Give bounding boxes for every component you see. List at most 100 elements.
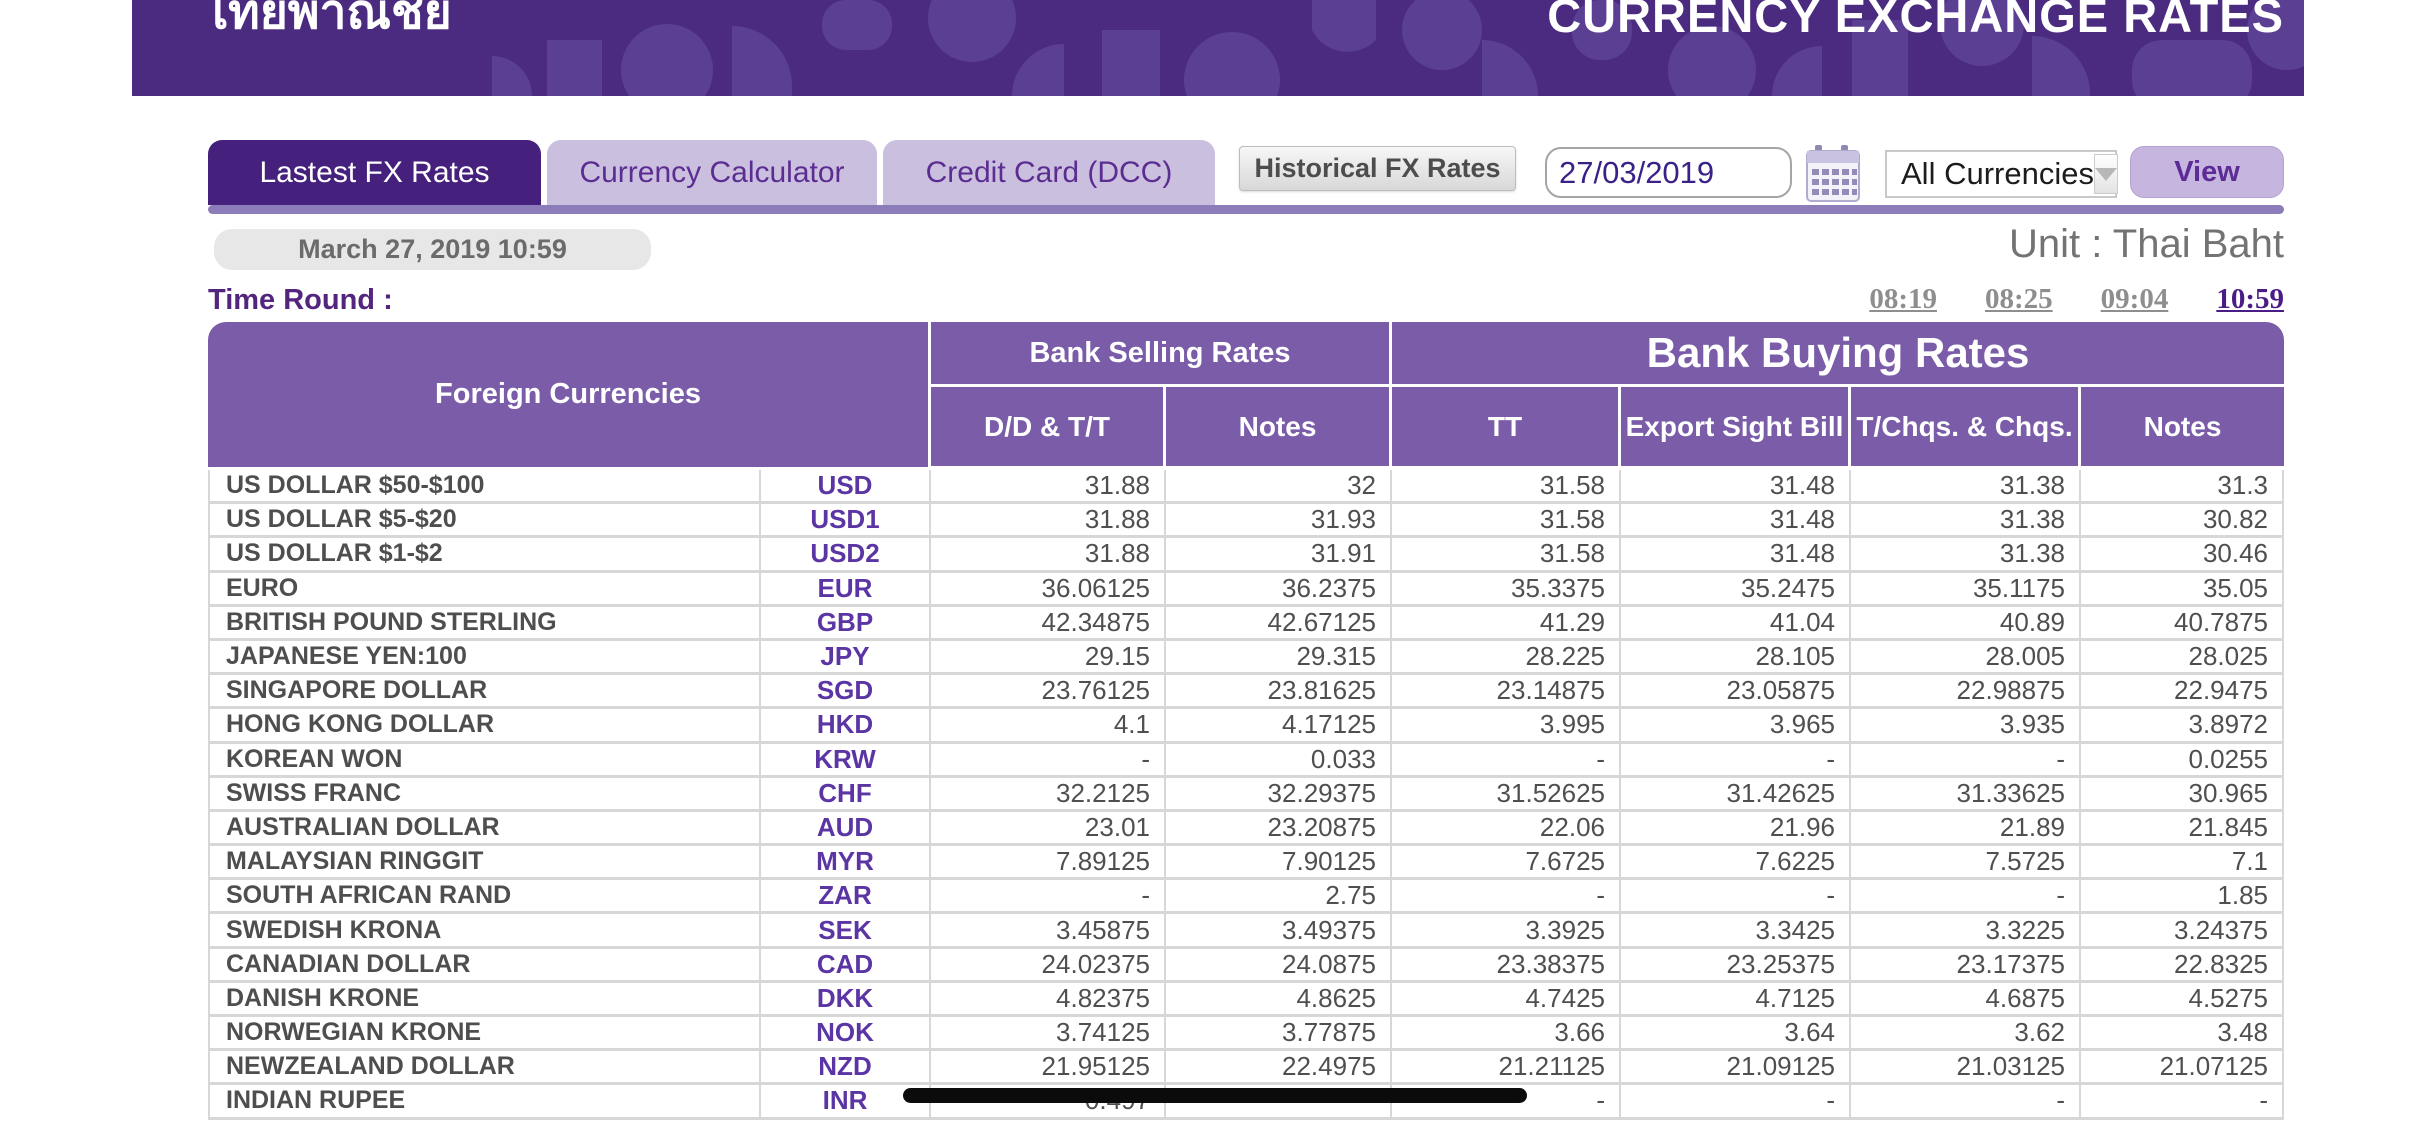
currency-name-cell: INDIAN RUPEE — [208, 1085, 761, 1120]
currency-name-cell: SWEDISH KRONA — [208, 914, 761, 949]
rate-cell-buying-notes: 3.24375 — [2081, 914, 2285, 949]
rate-cell-dd-tt: 3.74125 — [931, 1017, 1166, 1052]
rate-cell-selling-notes: 3.49375 — [1166, 914, 1392, 949]
table-row: NEWZEALAND DOLLAR NZD 21.95125 22.4975 2… — [208, 1051, 2285, 1086]
table-row: SWISS FRANC CHF 32.2125 32.29375 31.5262… — [208, 777, 2285, 812]
rate-cell-export-sight-bill: 23.05875 — [1621, 675, 1851, 710]
table-row: DANISH KRONE DKK 4.82375 4.8625 4.7425 4… — [208, 982, 2285, 1017]
time-round-0825[interactable]: 08:25 — [1984, 283, 2053, 315]
rate-cell-selling-notes: 31.93 — [1166, 504, 1392, 539]
rate-cell-tt: 22.06 — [1392, 811, 1621, 847]
table-row: KOREAN WON KRW - 0.033 - - - 0.0255 — [208, 743, 2285, 778]
rate-cell-export-sight-bill: 21.09125 — [1621, 1051, 1851, 1086]
rate-cell-selling-notes: 32 — [1166, 470, 1392, 505]
historical-fx-rates-button[interactable]: Historical FX Rates — [1239, 146, 1516, 191]
tab-latest-fx-rates[interactable]: Lastest FX Rates — [208, 140, 541, 205]
table-row: SINGAPORE DOLLAR SGD 23.76125 23.81625 2… — [208, 675, 2285, 710]
rate-cell-buying-notes: 1.85 — [2081, 880, 2285, 915]
currency-name-cell: CANADIAN DOLLAR — [208, 948, 761, 983]
currency-code-cell: USD2 — [761, 538, 931, 573]
header-bank-buying-rates: Bank Buying Rates — [1392, 322, 2285, 387]
rate-cell-selling-notes: 7.90125 — [1166, 846, 1392, 881]
rate-cell-tt: 21.21125 — [1392, 1051, 1621, 1086]
calendar-icon[interactable] — [1805, 143, 1861, 205]
tab-credit-card-dcc[interactable]: Credit Card (DCC) — [883, 140, 1215, 205]
rate-cell-tt: 31.58 — [1392, 470, 1621, 505]
rate-cell-tt: 23.38375 — [1392, 948, 1621, 983]
rate-cell-buying-notes: 21.845 — [2081, 811, 2285, 847]
currency-code-cell: EUR — [761, 572, 931, 607]
rate-cell-tt: 4.7425 — [1392, 982, 1621, 1017]
view-button[interactable]: View — [2130, 146, 2284, 198]
currency-code-cell: AUD — [761, 811, 931, 847]
rate-cell-buying-notes: 28.025 — [2081, 640, 2285, 676]
table-header: Foreign Currencies Bank Selling Rates Ba… — [208, 322, 2285, 470]
rate-cell-export-sight-bill: 31.48 — [1621, 470, 1851, 505]
currency-code-cell: INR — [761, 1085, 931, 1120]
table-row: SWEDISH KRONA SEK 3.45875 3.49375 3.3925… — [208, 914, 2285, 949]
rate-cell-tt: 41.29 — [1392, 606, 1621, 641]
rate-cell-export-sight-bill: - — [1621, 1085, 1851, 1120]
currency-name-cell: SOUTH AFRICAN RAND — [208, 880, 761, 915]
rate-cell-export-sight-bill: 31.42625 — [1621, 777, 1851, 812]
rate-cell-export-sight-bill: - — [1621, 743, 1851, 778]
rate-cell-tchqs: 21.89 — [1851, 811, 2081, 847]
rate-cell-export-sight-bill: 21.96 — [1621, 811, 1851, 847]
rate-cell-export-sight-bill: - — [1621, 880, 1851, 915]
rate-cell-selling-notes: 4.17125 — [1166, 709, 1392, 744]
rate-cell-selling-notes: 3.77875 — [1166, 1017, 1392, 1052]
time-round-0904[interactable]: 09:04 — [2100, 283, 2169, 315]
rate-cell-tchqs: 22.98875 — [1851, 675, 2081, 710]
currency-name-cell: DANISH KRONE — [208, 982, 761, 1017]
header-decor-pattern — [492, 0, 2304, 96]
page-title: CURRENCY EXCHANGE RATES — [1547, 0, 2284, 42]
rate-cell-selling-notes: 24.0875 — [1166, 948, 1392, 983]
rate-cell-export-sight-bill: 28.105 — [1621, 640, 1851, 676]
table-row: JAPANESE YEN:100 JPY 29.15 29.315 28.225… — [208, 640, 2285, 676]
rate-cell-tchqs: - — [1851, 743, 2081, 778]
home-indicator-bar[interactable] — [903, 1088, 1527, 1103]
tab-bar: Lastest FX Rates Currency Calculator Cre… — [132, 0, 2304, 225]
currency-code-cell: NOK — [761, 1017, 931, 1052]
currency-filter-value: All Currencies — [1901, 156, 2094, 191]
rate-cell-export-sight-bill: 3.965 — [1621, 709, 1851, 744]
table-row: EURO EUR 36.06125 36.2375 35.3375 35.247… — [208, 572, 2285, 607]
rate-cell-tchqs: 40.89 — [1851, 606, 2081, 641]
header-tt: TT — [1392, 387, 1621, 470]
rate-cell-export-sight-bill: 7.6225 — [1621, 846, 1851, 881]
currency-filter-select[interactable]: All Currencies — [1885, 150, 2118, 198]
rate-cell-dd-tt: 42.34875 — [931, 606, 1166, 641]
rate-cell-dd-tt: 23.76125 — [931, 675, 1166, 710]
currency-name-cell: EURO — [208, 572, 761, 607]
currency-name-cell: SWISS FRANC — [208, 777, 761, 812]
currency-code-cell: SEK — [761, 914, 931, 949]
tab-currency-calculator[interactable]: Currency Calculator — [547, 140, 877, 205]
rate-cell-buying-notes: 22.8325 — [2081, 948, 2285, 983]
bank-logo: ไทยพาณิชย์ — [204, 0, 474, 50]
rate-cell-tchqs: 21.03125 — [1851, 1051, 2081, 1086]
rate-cell-export-sight-bill: 4.7125 — [1621, 982, 1851, 1017]
rate-cell-buying-notes: 30.46 — [2081, 538, 2285, 573]
table-row: US DOLLAR $50-$100 USD 31.88 32 31.58 31… — [208, 470, 2285, 505]
rate-cell-buying-notes: 35.05 — [2081, 572, 2285, 607]
time-round-label: Time Round : — [208, 284, 393, 316]
rate-cell-tt: - — [1392, 880, 1621, 915]
rate-cell-tchqs: 35.1175 — [1851, 572, 2081, 607]
currency-code-cell: USD — [761, 470, 931, 505]
rate-cell-tchqs: 3.3225 — [1851, 914, 2081, 949]
rate-cell-dd-tt: 24.02375 — [931, 948, 1166, 983]
currency-name-cell: US DOLLAR $5-$20 — [208, 504, 761, 539]
currency-name-cell: NORWEGIAN KRONE — [208, 1017, 761, 1052]
rate-cell-dd-tt: 3.45875 — [931, 914, 1166, 949]
page: ไทยพาณิชย์ CURRENCY EXCHANGE RATES Laste… — [132, 0, 2304, 1125]
date-input[interactable] — [1545, 147, 1792, 198]
time-round-1059[interactable]: 10:59 — [2216, 283, 2284, 315]
table-row: SOUTH AFRICAN RAND ZAR - 2.75 - - - 1.85 — [208, 880, 2285, 915]
chevron-down-icon[interactable] — [2093, 154, 2118, 194]
rate-cell-buying-notes: 30.965 — [2081, 777, 2285, 812]
currency-name-cell: HONG KONG DOLLAR — [208, 709, 761, 744]
rate-cell-tchqs: 3.62 — [1851, 1017, 2081, 1052]
time-round-0819[interactable]: 08:19 — [1869, 283, 1937, 315]
currency-code-cell: MYR — [761, 846, 931, 881]
currency-name-cell: KOREAN WON — [208, 743, 761, 778]
